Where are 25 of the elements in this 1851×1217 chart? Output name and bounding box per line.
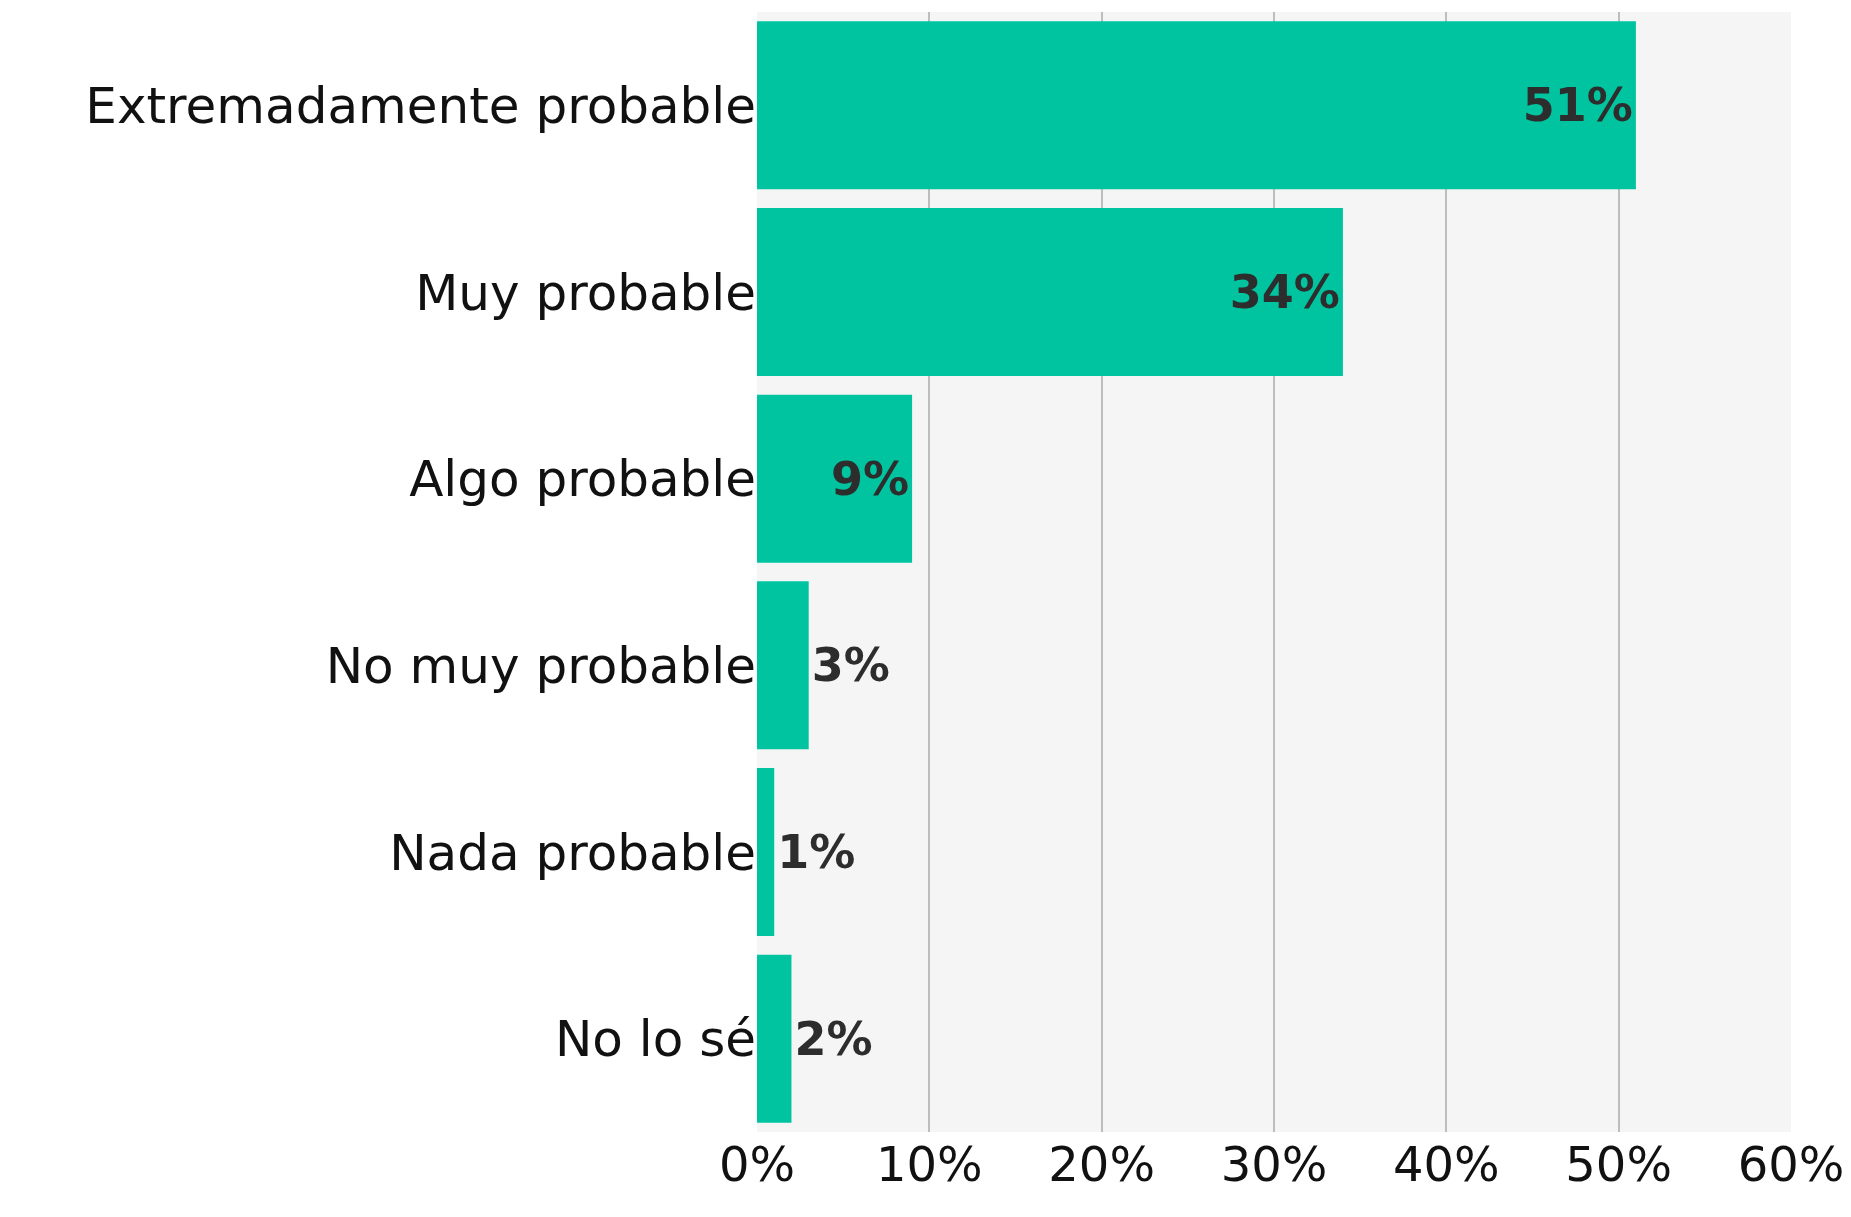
bar xyxy=(757,954,792,1123)
y-tick-label: Nada probable xyxy=(389,823,756,882)
x-tick-label: 0% xyxy=(718,1136,796,1192)
data-label: 51% xyxy=(1522,78,1633,133)
y-tick-label: Muy probable xyxy=(415,263,756,322)
bar xyxy=(757,21,1636,190)
x-tick-label: 10% xyxy=(875,1136,983,1192)
data-label: 3% xyxy=(811,638,890,693)
y-tick-label: No lo sé xyxy=(554,1010,756,1069)
y-tick-label: No muy probable xyxy=(325,636,756,695)
x-tick-label: 30% xyxy=(1220,1136,1328,1192)
y-tick-label: Algo probable xyxy=(409,450,756,509)
data-label: 1% xyxy=(777,825,856,879)
bar xyxy=(757,394,913,563)
x-tick-label: 40% xyxy=(1392,1136,1500,1192)
x-tick-label: 60% xyxy=(1737,1136,1845,1192)
data-label: 34% xyxy=(1229,265,1340,319)
y-tick-label: Extremadamente probable xyxy=(85,76,756,135)
bar xyxy=(757,581,809,750)
data-label: 2% xyxy=(794,1011,873,1066)
data-label: 9% xyxy=(830,451,910,506)
x-tick-label: 50% xyxy=(1565,1136,1673,1192)
x-tick-label: 20% xyxy=(1048,1136,1156,1192)
bar xyxy=(757,208,1343,376)
bar xyxy=(757,768,775,936)
